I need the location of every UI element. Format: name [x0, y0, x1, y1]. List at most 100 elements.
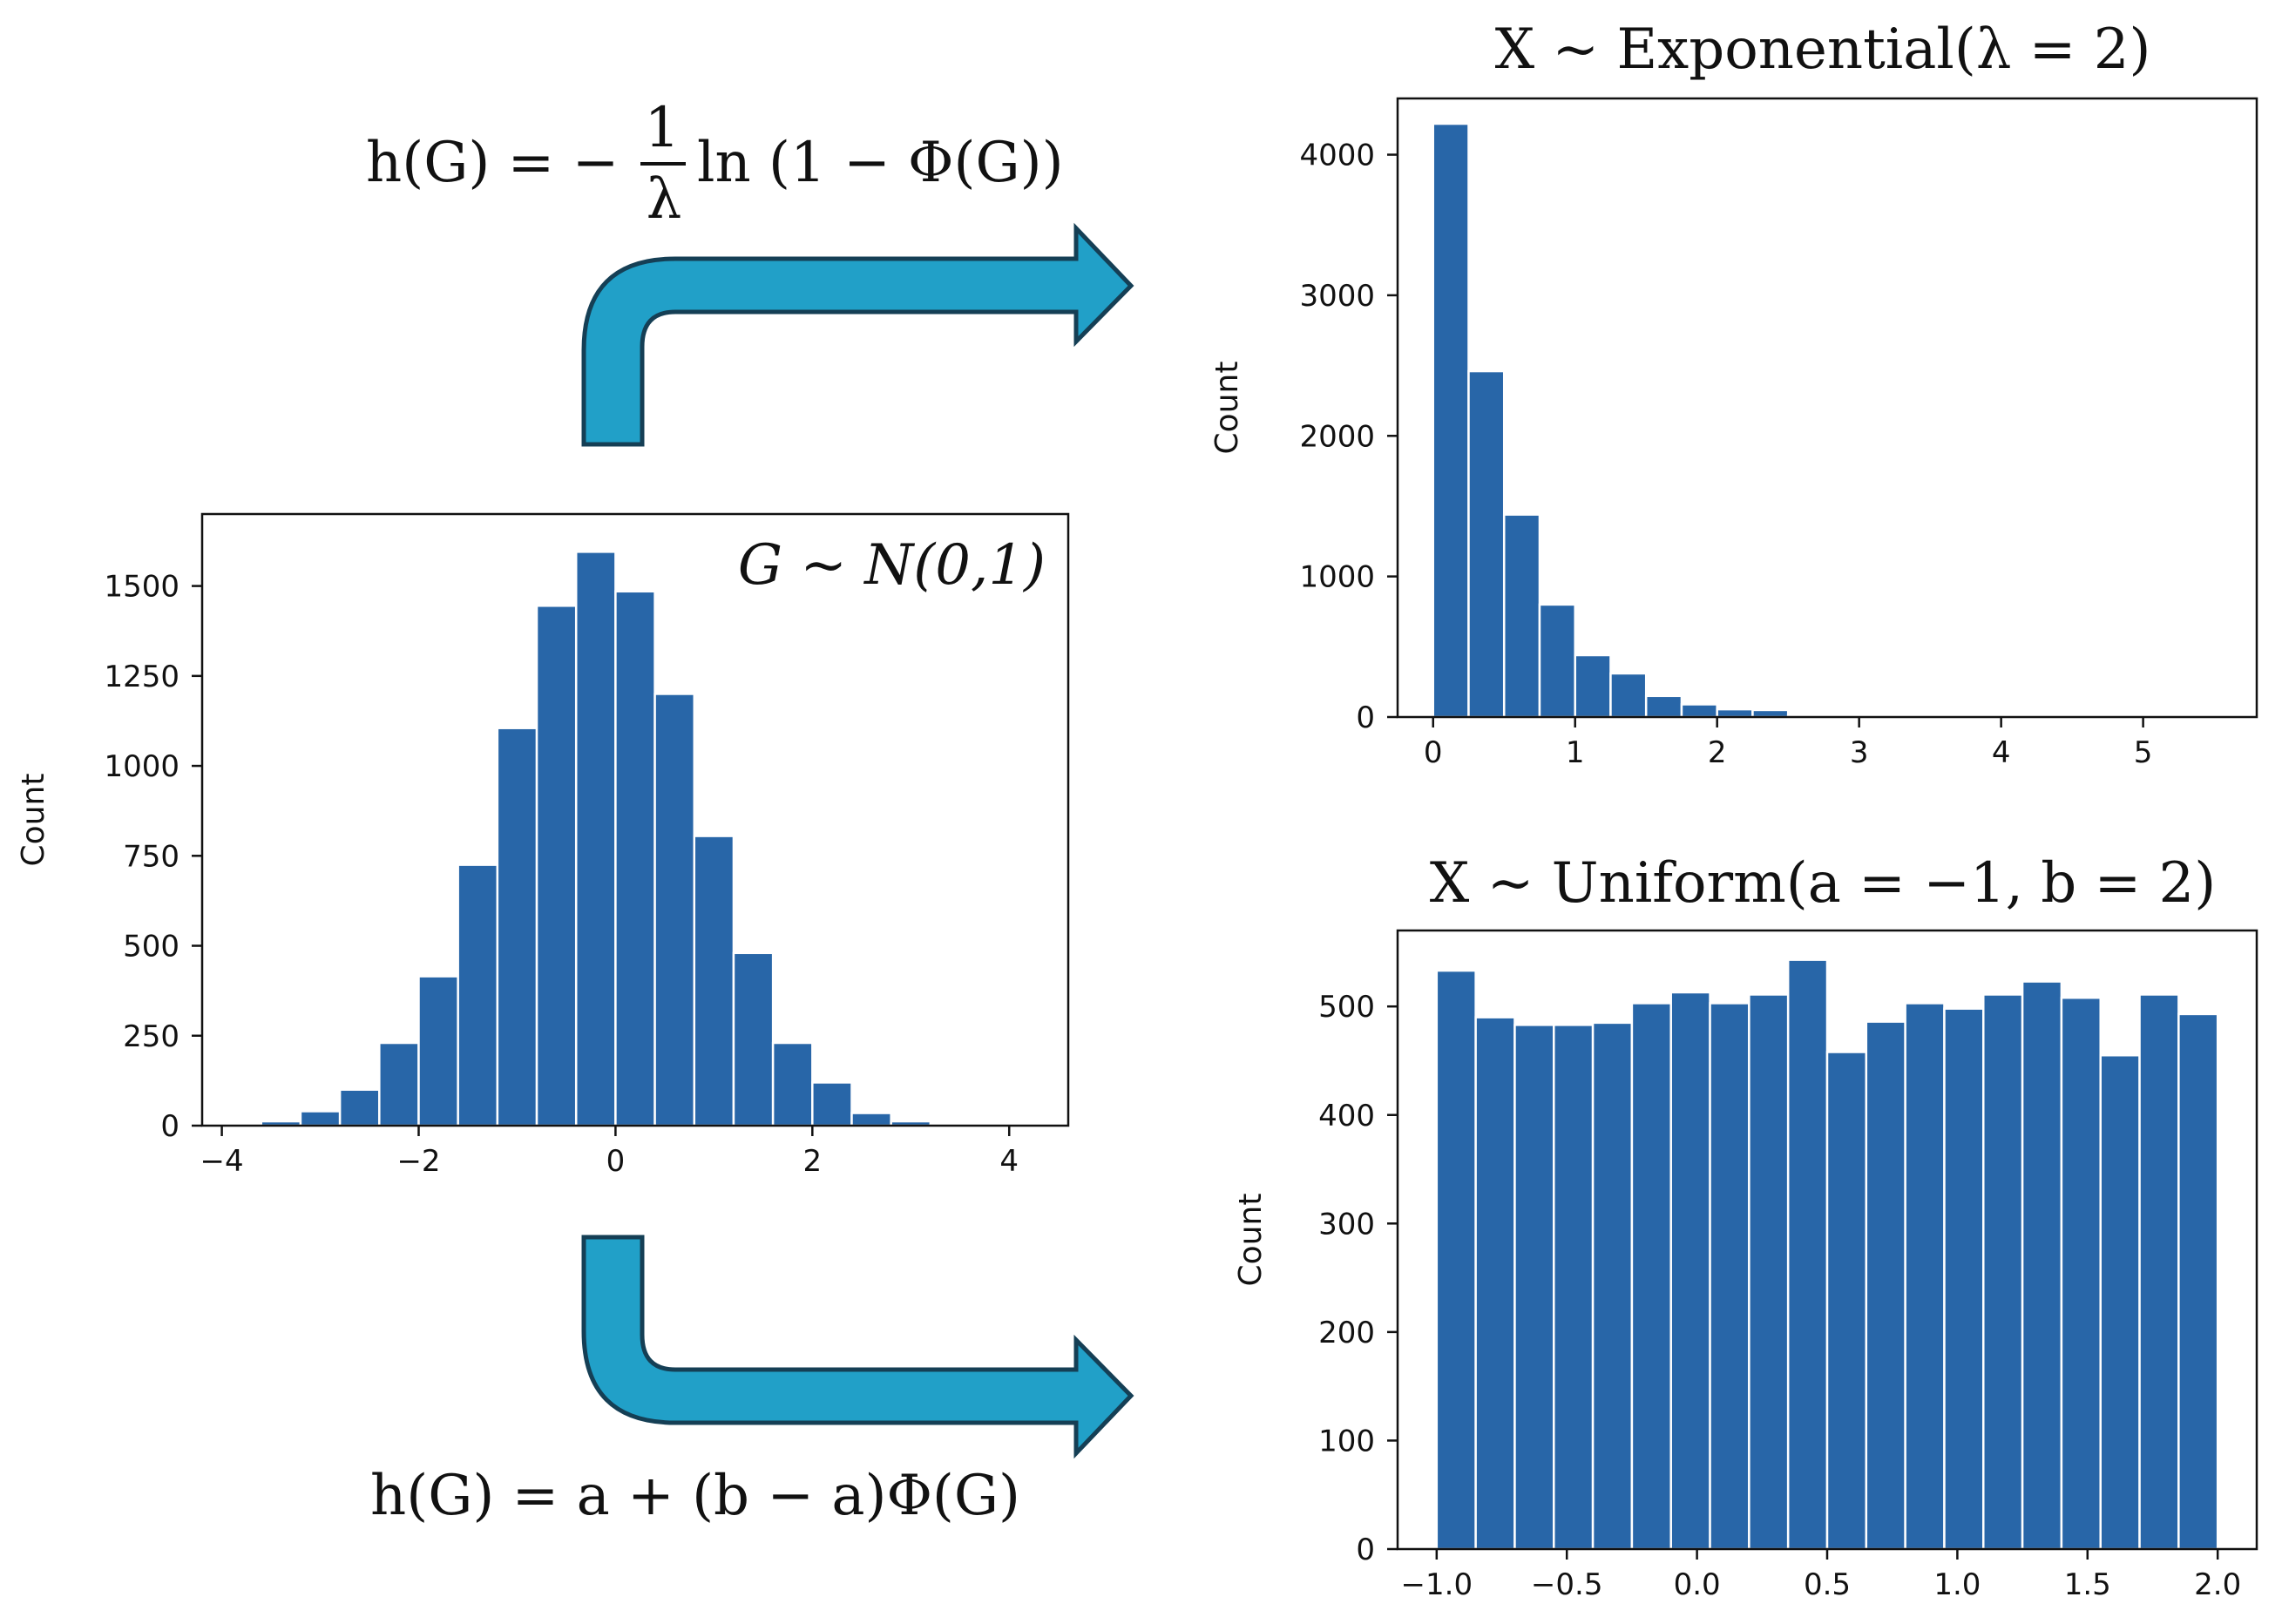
y-tick-label: 1250: [104, 660, 179, 694]
exponential-histogram: 0 1 2 3 4 5 0 1000 2000 3000 4000 Count: [1209, 97, 2258, 770]
top-formula-rhs: ln (1 − Φ(G)): [697, 131, 1064, 195]
histogram-bar: [496, 727, 538, 1127]
histogram-bar: [1574, 653, 1612, 719]
exponential-title: X ~ Exponential(λ = 2): [1495, 17, 2151, 82]
histogram-bar: [1609, 672, 1648, 719]
top-formula-denominator: λ: [647, 167, 682, 232]
y-tick-label: 0: [1356, 1533, 1375, 1567]
histogram-bar: [771, 1041, 814, 1127]
x-tick-label: 2: [802, 1144, 822, 1179]
y-tick-label: 1000: [1299, 560, 1375, 595]
histogram-bar: [1432, 122, 1470, 719]
histogram-bar: [417, 975, 459, 1127]
y-axis-label: Count: [1209, 362, 1245, 455]
x-tick-label: 3: [1850, 735, 1869, 770]
uniform-histogram: −1.0 −0.5 0.0 0.5 1.0 1.5 2.0 0 100 200 300 400 500 C…: [1233, 929, 2258, 1602]
y-tick-label: 300: [1318, 1207, 1375, 1242]
histogram-bar: [457, 863, 499, 1127]
y-tick-label: 2000: [1299, 419, 1375, 454]
x-tick-label: 4: [1992, 735, 2011, 770]
top-arrow-icon: [581, 222, 1134, 447]
y-tick-label: 3000: [1299, 279, 1375, 314]
x-tick-label: 1: [1566, 735, 1585, 770]
histogram-bar: [1467, 369, 1506, 719]
histogram-bar: [653, 693, 696, 1127]
histogram-bar: [1825, 1051, 1868, 1551]
histogram-bar: [811, 1081, 853, 1127]
y-tick-label: 100: [1318, 1424, 1375, 1458]
histogram-bar: [850, 1112, 892, 1127]
histogram-bar: [693, 835, 735, 1127]
histogram-bar: [1865, 1020, 1906, 1551]
bottom-formula: h(G) = a + (b − a)Φ(G): [370, 1464, 1020, 1528]
normal-histogram: −4 −2 0 2 4 0 250 500 750 1000 1250 1500 Count: [16, 512, 1070, 1179]
x-tick-label: 0.0: [1674, 1567, 1721, 1602]
y-tick-label: 1500: [104, 570, 179, 605]
x-tick-label: 0: [1424, 735, 1443, 770]
y-tick-label: 500: [1318, 990, 1375, 1025]
uniform-title: X ~ Uniform(a = −1, b = 2): [1430, 851, 2216, 916]
y-tick-label: 4000: [1299, 139, 1375, 173]
histogram-bar: [1502, 513, 1541, 719]
histogram-bar: [2177, 1012, 2219, 1551]
histogram-bar: [338, 1088, 381, 1127]
histogram-bar: [2138, 993, 2180, 1551]
histogram-bar: [299, 1110, 342, 1127]
x-tick-label: −2: [396, 1144, 440, 1179]
histogram-bar: [1943, 1007, 1985, 1551]
x-tick-label: 0: [606, 1144, 626, 1179]
top-formula: h(G) = − 1 λ ln (1 − Φ(G)): [366, 96, 1064, 232]
plot-frame: [1396, 97, 2258, 719]
y-tick-label: 0: [1356, 700, 1375, 735]
bottom-arrow-icon: [581, 1235, 1134, 1459]
histogram-bar: [1716, 707, 1754, 719]
histogram-bar: [378, 1041, 420, 1127]
normal-title: G ~ N(0,1): [738, 533, 1046, 598]
histogram-bar: [1669, 991, 1711, 1551]
x-tick-label: 5: [2134, 735, 2153, 770]
histogram-bar: [1709, 1002, 1750, 1551]
x-tick-label: 1.5: [2064, 1567, 2111, 1602]
histogram-bar: [1982, 993, 2024, 1551]
histogram-bar: [1553, 1024, 1595, 1551]
histogram-bar: [1435, 969, 1477, 1551]
plot-frame: [200, 512, 1070, 1127]
top-formula-numerator: 1: [645, 96, 681, 160]
top-formula-lhs: h(G) = −: [366, 131, 619, 195]
x-tick-label: −4: [200, 1144, 244, 1179]
histogram-bar: [2060, 996, 2102, 1551]
y-axis-label: Count: [1233, 1194, 1269, 1287]
histogram-bar: [1538, 603, 1576, 719]
x-tick-label: −0.5: [1531, 1567, 1603, 1602]
y-tick-label: 400: [1318, 1099, 1375, 1133]
histogram-bar: [732, 951, 775, 1127]
y-tick-label: 500: [123, 930, 179, 964]
y-tick-label: 750: [123, 839, 179, 874]
y-tick-label: 200: [1318, 1316, 1375, 1350]
histogram-bar: [2099, 1053, 2141, 1551]
histogram-bar: [1904, 1002, 1946, 1551]
histogram-bar: [1630, 1002, 1672, 1551]
y-axis-label: Count: [16, 774, 51, 867]
y-tick-label: 1000: [104, 749, 179, 784]
histogram-bar: [1591, 1021, 1634, 1551]
y-tick-label: 0: [160, 1109, 179, 1144]
histogram-bar: [1748, 993, 1790, 1551]
x-tick-label: 2.0: [2194, 1567, 2241, 1602]
histogram-bar: [1786, 958, 1829, 1551]
x-tick-label: 2: [1708, 735, 1727, 770]
histogram-bar: [1680, 703, 1718, 719]
histogram-bar: [1513, 1024, 1555, 1551]
histogram-bar: [2021, 980, 2063, 1551]
histogram-bar: [574, 551, 617, 1127]
histogram-bar: [1644, 694, 1683, 719]
x-tick-label: 4: [999, 1144, 1019, 1179]
x-tick-label: 0.5: [1804, 1567, 1851, 1602]
x-tick-label: 1.0: [1933, 1567, 1981, 1602]
x-tick-label: −1.0: [1401, 1567, 1473, 1602]
histogram-bar: [535, 605, 578, 1127]
histogram-bar: [1474, 1016, 1516, 1551]
histogram-bar: [614, 590, 656, 1127]
y-tick-label: 250: [123, 1019, 179, 1054]
